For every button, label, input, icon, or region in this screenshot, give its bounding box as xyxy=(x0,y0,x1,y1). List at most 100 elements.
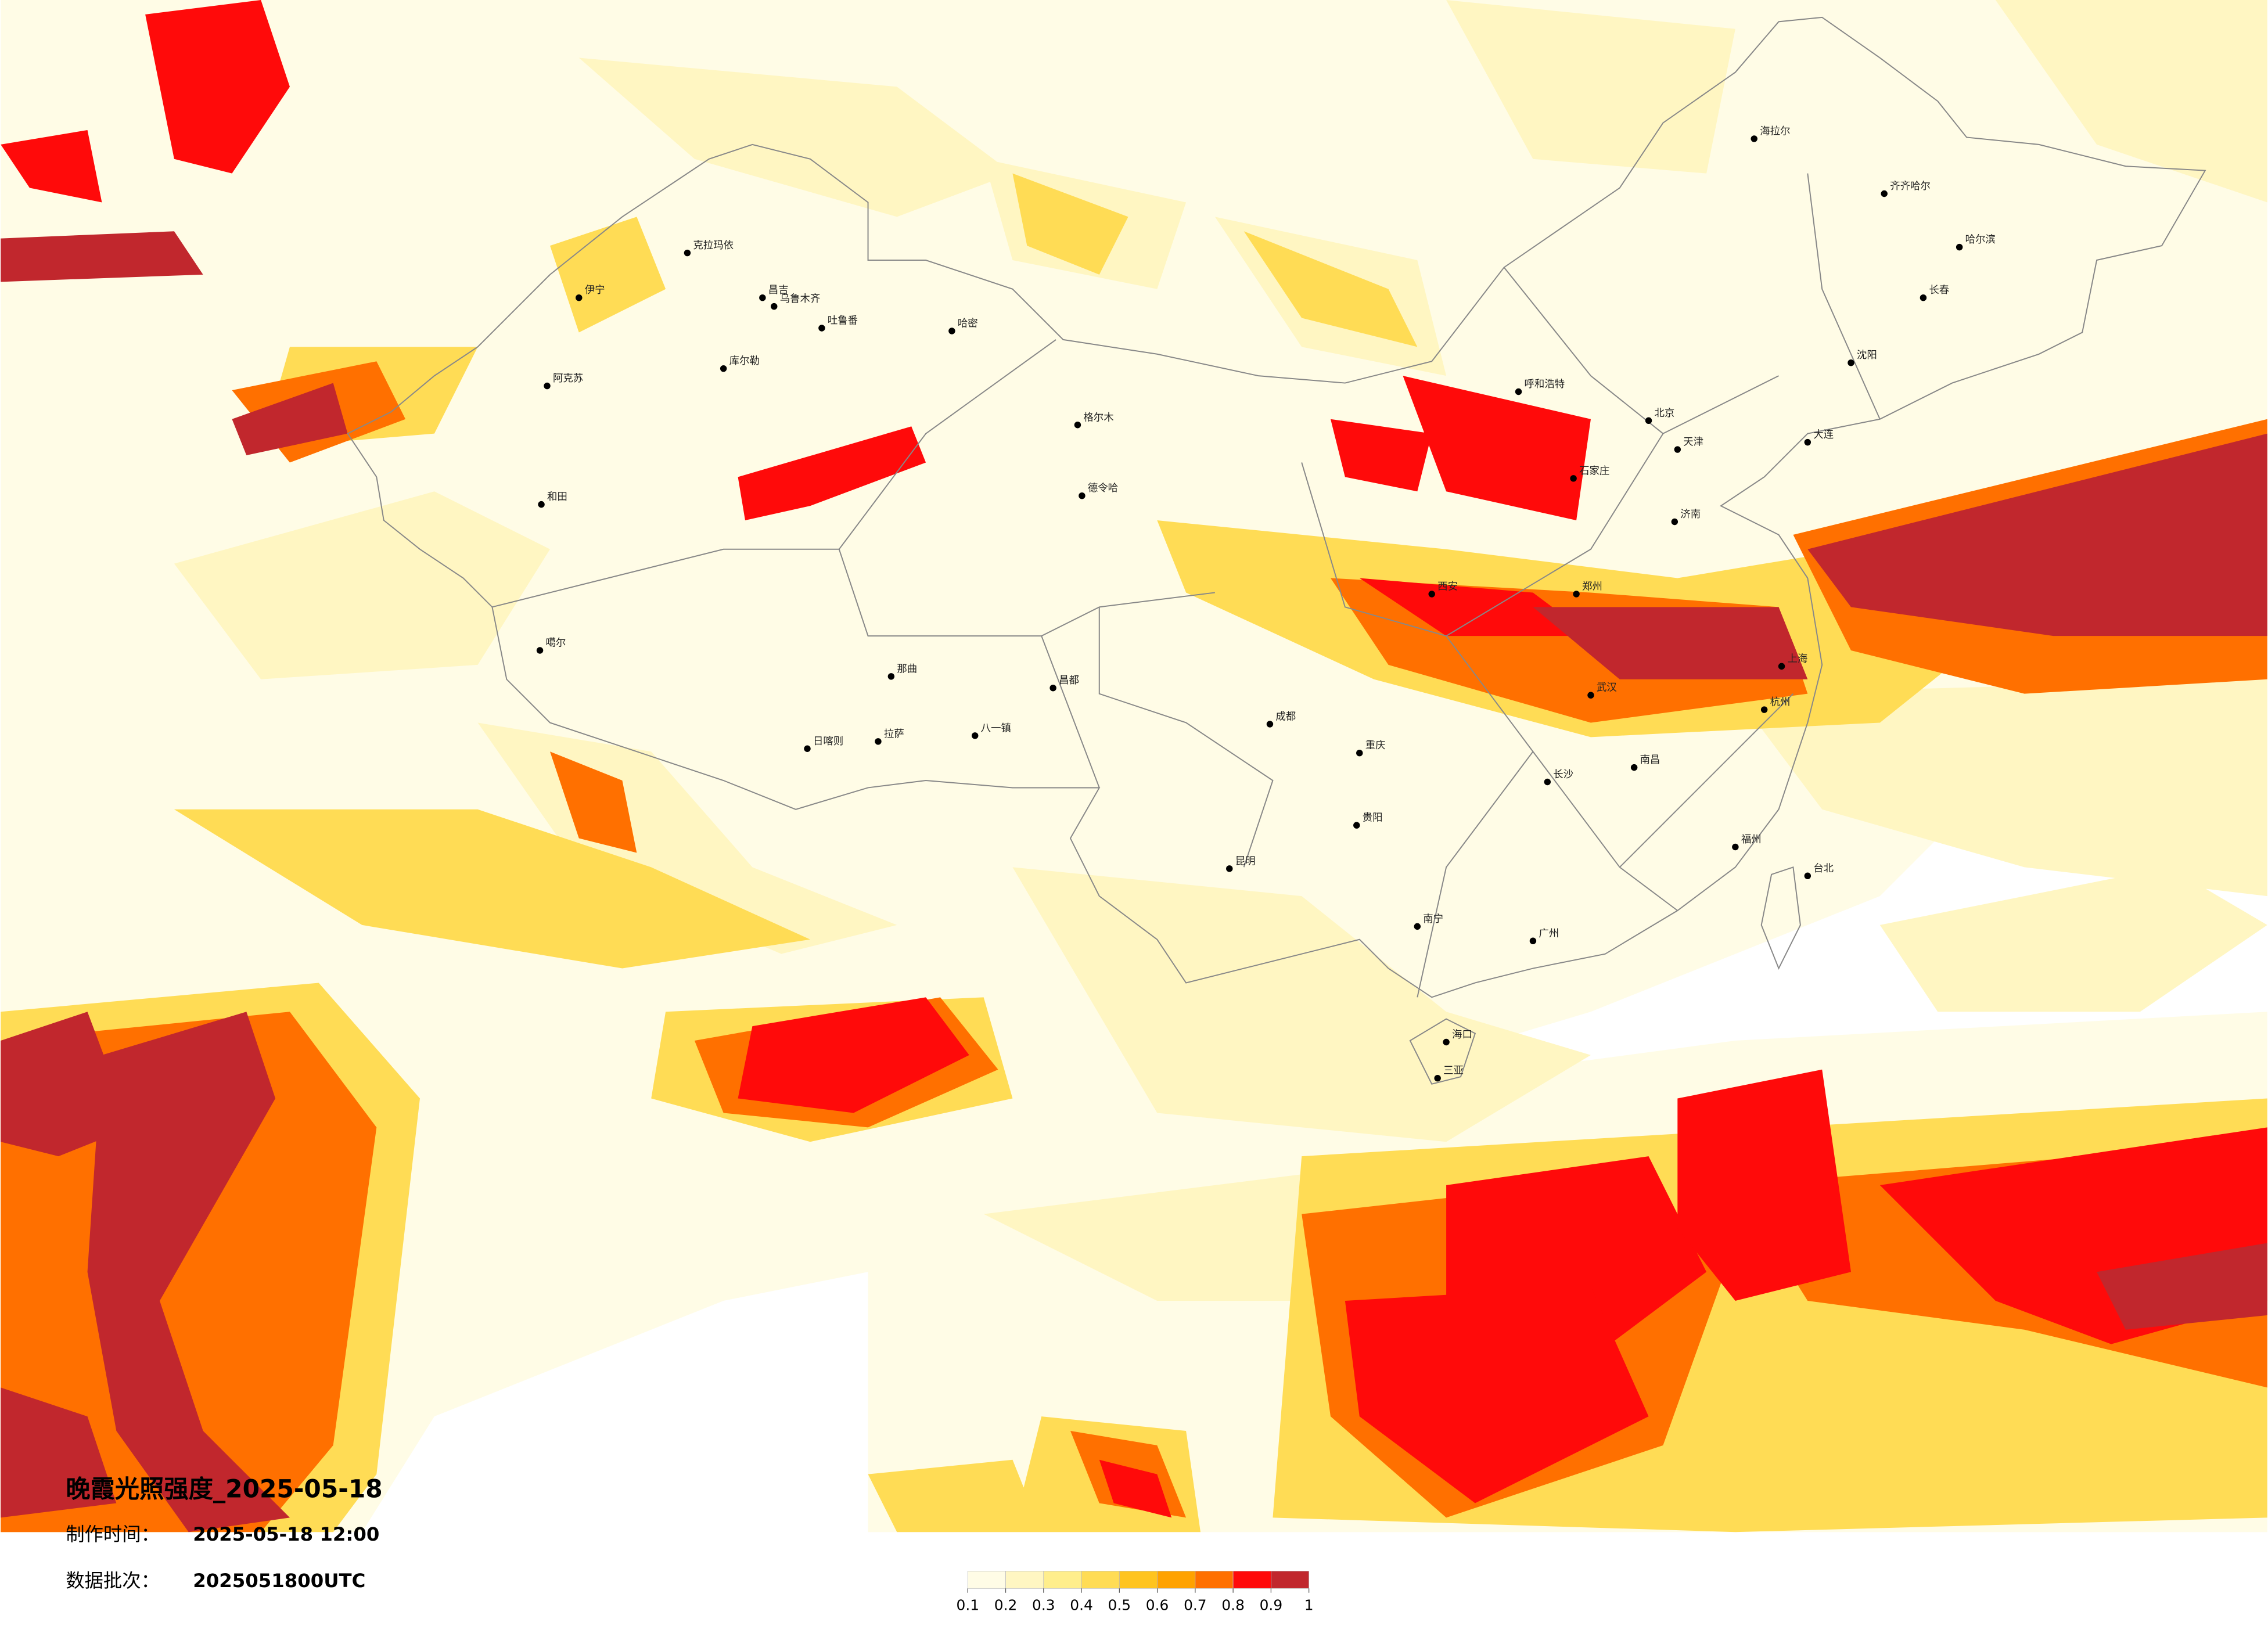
city-dot xyxy=(1353,822,1360,829)
city-label: 和田 xyxy=(547,491,567,503)
city-dot xyxy=(1570,475,1577,482)
legend-swatch xyxy=(1232,1571,1271,1589)
city-label: 齐齐哈尔 xyxy=(1890,181,1931,192)
city-label: 三亚 xyxy=(1443,1065,1464,1077)
field-area xyxy=(1,0,1707,1359)
city-dot xyxy=(1630,764,1638,771)
city-dot xyxy=(1226,865,1233,872)
field-area xyxy=(1,0,2267,1533)
city-label: 德令哈 xyxy=(1088,483,1118,494)
city-label: 海拉尔 xyxy=(1760,125,1790,137)
city-dot xyxy=(1544,778,1551,786)
city-dot xyxy=(576,294,583,301)
city-label: 贵阳 xyxy=(1363,812,1383,824)
province-border xyxy=(492,173,1881,998)
city-label: 吐鲁番 xyxy=(828,315,858,327)
city-label: 沈阳 xyxy=(1857,350,1877,361)
city-dot xyxy=(1414,923,1421,930)
city-dot xyxy=(720,365,727,372)
city-label: 哈尔滨 xyxy=(1965,234,1996,246)
data-batch-value: 2025051800UTC xyxy=(193,1570,365,1592)
city-dot xyxy=(1434,1074,1441,1082)
city-dot xyxy=(771,303,778,310)
city-label: 成都 xyxy=(1275,711,1296,722)
city-dot xyxy=(1804,872,1811,879)
production-time-value: 2025-05-18 12:00 xyxy=(193,1523,379,1545)
city-dot xyxy=(1804,438,1811,446)
legend-swatch xyxy=(1195,1571,1234,1589)
city-dot xyxy=(818,325,825,332)
city-dot xyxy=(759,294,766,301)
legend-swatch xyxy=(967,1571,1006,1589)
legend-swatch xyxy=(1081,1571,1120,1589)
city-label: 长沙 xyxy=(1553,769,1573,780)
city-dot xyxy=(971,732,979,739)
city-dot xyxy=(538,501,545,508)
city-dot xyxy=(1920,294,1927,301)
city-dot xyxy=(544,382,551,390)
legend-tick-label: 0.1 xyxy=(956,1597,979,1614)
city-label: 石家庄 xyxy=(1579,465,1609,477)
city-label: 日喀则 xyxy=(813,736,843,747)
city-label: 乌鲁木齐 xyxy=(780,293,821,305)
city-dot xyxy=(1049,684,1056,692)
city-dot xyxy=(1671,518,1678,526)
field-area xyxy=(1,1012,2267,1533)
city-dot xyxy=(875,738,882,745)
city-dot xyxy=(1848,359,1854,366)
city-dot xyxy=(1778,663,1785,670)
city-label: 郑州 xyxy=(1582,581,1602,592)
legend-swatch xyxy=(1043,1571,1082,1589)
city-dot xyxy=(1443,1038,1450,1046)
legend-tick-label: 0.2 xyxy=(994,1597,1018,1614)
city-dot xyxy=(1079,492,1086,499)
city-label: 库尔勒 xyxy=(729,355,760,367)
city-label: 上海 xyxy=(1787,653,1807,665)
field-area xyxy=(983,679,2267,1301)
city-dot xyxy=(1266,721,1274,728)
field-area xyxy=(1099,1069,2267,1518)
legend-tick-label: 0.7 xyxy=(1184,1597,1207,1614)
city-label: 长春 xyxy=(1929,285,1949,296)
city-label: 克拉玛依 xyxy=(693,240,734,251)
legend-tick-label: 1 xyxy=(1304,1597,1314,1614)
city-dot xyxy=(1751,135,1757,142)
city-dot xyxy=(1587,692,1594,699)
city-label: 台北 xyxy=(1813,863,1834,875)
city-dot xyxy=(1956,243,1963,251)
city-label: 拉萨 xyxy=(884,728,904,740)
city-label: 噶尔 xyxy=(546,638,566,649)
legend: 0.1 0.2 0.3 0.4 0.5 0.6 0.7 0.8 0.9 1 xyxy=(956,1571,1314,1614)
city-label: 格尔木 xyxy=(1083,412,1113,423)
island-border xyxy=(1409,866,1801,1085)
city-label: 伊宁 xyxy=(585,285,605,296)
map-title: 晚霞光照强度_2025-05-18 xyxy=(66,1474,382,1503)
city-label: 大连 xyxy=(1813,429,1834,441)
city-label: 北京 xyxy=(1655,408,1675,419)
field-area xyxy=(738,376,1591,636)
production-time-label: 制作时间： xyxy=(66,1523,160,1545)
city-label: 昌都 xyxy=(1059,675,1079,686)
city-label: 哈密 xyxy=(958,318,978,329)
city-dot xyxy=(1428,591,1435,598)
city-label: 昆明 xyxy=(1235,855,1256,867)
legend-swatch xyxy=(1005,1571,1044,1589)
legend-swatch xyxy=(1271,1571,1310,1589)
city-dot xyxy=(804,745,811,752)
city-dot xyxy=(1074,422,1081,429)
city-dot xyxy=(1732,843,1739,851)
city-dot xyxy=(948,328,955,334)
city-label: 济南 xyxy=(1680,509,1701,520)
city-dot xyxy=(1573,591,1580,598)
city-label: 杭州 xyxy=(1770,697,1791,708)
city-label: 福州 xyxy=(1741,834,1762,846)
legend-tick-label: 0.8 xyxy=(1221,1597,1245,1614)
legend-tick-label: 0.3 xyxy=(1032,1597,1055,1614)
city-dot xyxy=(1881,190,1888,197)
legend-tick-label: 0.5 xyxy=(1108,1597,1131,1614)
city-dot xyxy=(887,673,895,680)
legend-tick-label: 0.9 xyxy=(1260,1597,1283,1614)
legend-tick-label: 0.4 xyxy=(1070,1597,1093,1614)
